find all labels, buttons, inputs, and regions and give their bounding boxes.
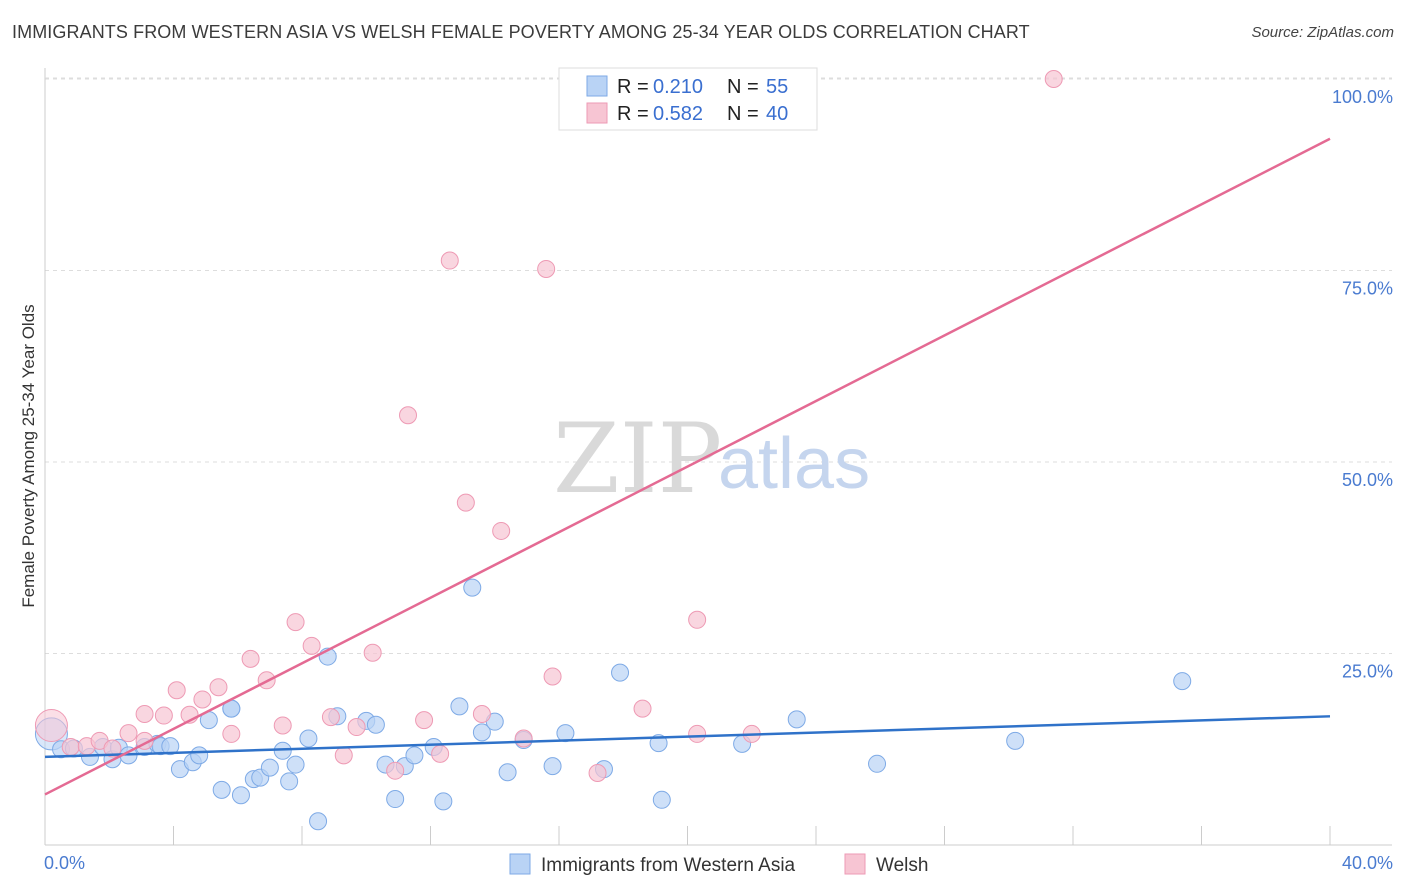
western-asia-point (1173, 672, 1192, 691)
x-tick-label-max: 40.0% (1342, 853, 1393, 873)
welsh-point (386, 761, 405, 780)
welsh-point (492, 521, 511, 540)
welsh-point (633, 699, 652, 718)
western-asia-point (463, 578, 482, 597)
welsh-point (514, 729, 533, 748)
welsh-point (543, 667, 562, 686)
western-asia-point (212, 780, 231, 799)
legend-blue-n-label: N = (727, 76, 759, 98)
welsh-point (472, 705, 491, 724)
western-asia-point (280, 772, 299, 791)
watermark-atlas: atlas (718, 424, 870, 504)
welsh-point (1044, 70, 1063, 88)
bottom-legend-blue-label: Immigrants from Western Asia (541, 855, 796, 876)
bottom-legend-pink-swatch (844, 853, 866, 875)
y-tick-label-75: 75.0% (1342, 279, 1393, 299)
welsh-point (273, 716, 292, 735)
y-tick-label-25: 25.0% (1342, 662, 1393, 682)
western-asia-point (652, 790, 671, 809)
legend-blue-r-label: R = (617, 76, 649, 98)
welsh-point (537, 259, 556, 278)
series-welsh (34, 70, 1063, 782)
welsh-point (61, 737, 80, 756)
welsh-point (399, 406, 418, 425)
welsh-point (302, 636, 321, 655)
welsh-point (431, 744, 450, 763)
welsh-point (135, 705, 154, 724)
correlation-legend: R = 0.210 N = 55 R = 0.582 N = 40 (558, 67, 818, 131)
legend-pink-r-value: 0.582 (653, 103, 703, 125)
western-asia-point (868, 754, 887, 773)
watermark: ZIP atlas (553, 403, 870, 515)
welsh-point (119, 724, 138, 743)
western-asia-point (405, 746, 424, 765)
bottom-legend-blue-swatch (509, 853, 531, 875)
y-axis-label: Female Poverty Among 25-34 Year Olds (19, 304, 38, 607)
western-asia-point (472, 723, 491, 742)
welsh-point (167, 681, 186, 700)
welsh-point (222, 724, 241, 743)
welsh-point (588, 763, 607, 782)
legend-blue-swatch (586, 75, 608, 97)
legend-pink-n-value: 40 (766, 103, 788, 125)
western-asia-point (543, 757, 562, 776)
y-tick-labels: 25.0% 50.0% 75.0% 100.0% (1332, 87, 1393, 682)
welsh-point (347, 718, 366, 737)
welsh-point (103, 739, 122, 758)
western-asia-point (498, 763, 517, 782)
legend-blue-n-value: 55 (766, 76, 788, 98)
gridlines (45, 78, 1392, 654)
western-asia-point (161, 737, 180, 756)
welsh-point (154, 706, 173, 725)
western-asia-point (434, 792, 453, 811)
y-tick-label-100: 100.0% (1332, 87, 1393, 107)
legend-pink-n-label: N = (727, 103, 759, 125)
welsh-point (688, 610, 707, 629)
western-asia-point (611, 663, 630, 682)
western-asia-point (1006, 731, 1025, 750)
welsh-point (34, 709, 68, 743)
western-asia-point (299, 729, 318, 748)
legend-pink-swatch (586, 102, 608, 124)
welsh-point (363, 643, 382, 662)
welsh-point (286, 613, 305, 632)
welsh-point (440, 251, 459, 270)
trendlines (44, 137, 1331, 796)
welsh-point (334, 746, 353, 765)
western-asia-point (260, 758, 279, 777)
western-asia-point (386, 790, 405, 809)
trendline-western-asia (44, 715, 1331, 759)
chart-source: Source: ZipAtlas.com (1251, 24, 1394, 41)
welsh-point (415, 711, 434, 730)
western-asia-point (366, 715, 385, 734)
series-legend: Immigrants from Western Asia Welsh (509, 853, 928, 876)
western-asia-point (190, 746, 209, 765)
welsh-point (193, 690, 212, 709)
western-asia-point (286, 755, 305, 774)
welsh-point (209, 678, 228, 697)
x-tick-label-min: 0.0% (44, 853, 85, 873)
western-asia-point (450, 697, 469, 716)
legend-blue-r-value: 0.210 (653, 76, 703, 98)
welsh-point (456, 493, 475, 512)
western-asia-point (231, 786, 250, 805)
trendline-welsh (44, 137, 1331, 796)
welsh-point (688, 724, 707, 743)
western-asia-point (787, 710, 806, 729)
legend-pink-r-label: R = (617, 103, 649, 125)
x-ticks (173, 826, 1331, 845)
welsh-point (321, 708, 340, 727)
welsh-point (241, 649, 260, 668)
chart-title: IMMIGRANTS FROM WESTERN ASIA VS WELSH FE… (12, 22, 1030, 42)
western-asia-point (309, 812, 328, 831)
y-tick-label-50: 50.0% (1342, 470, 1393, 490)
bottom-legend-pink-label: Welsh (876, 855, 928, 876)
watermark-zip: ZIP (553, 403, 722, 515)
